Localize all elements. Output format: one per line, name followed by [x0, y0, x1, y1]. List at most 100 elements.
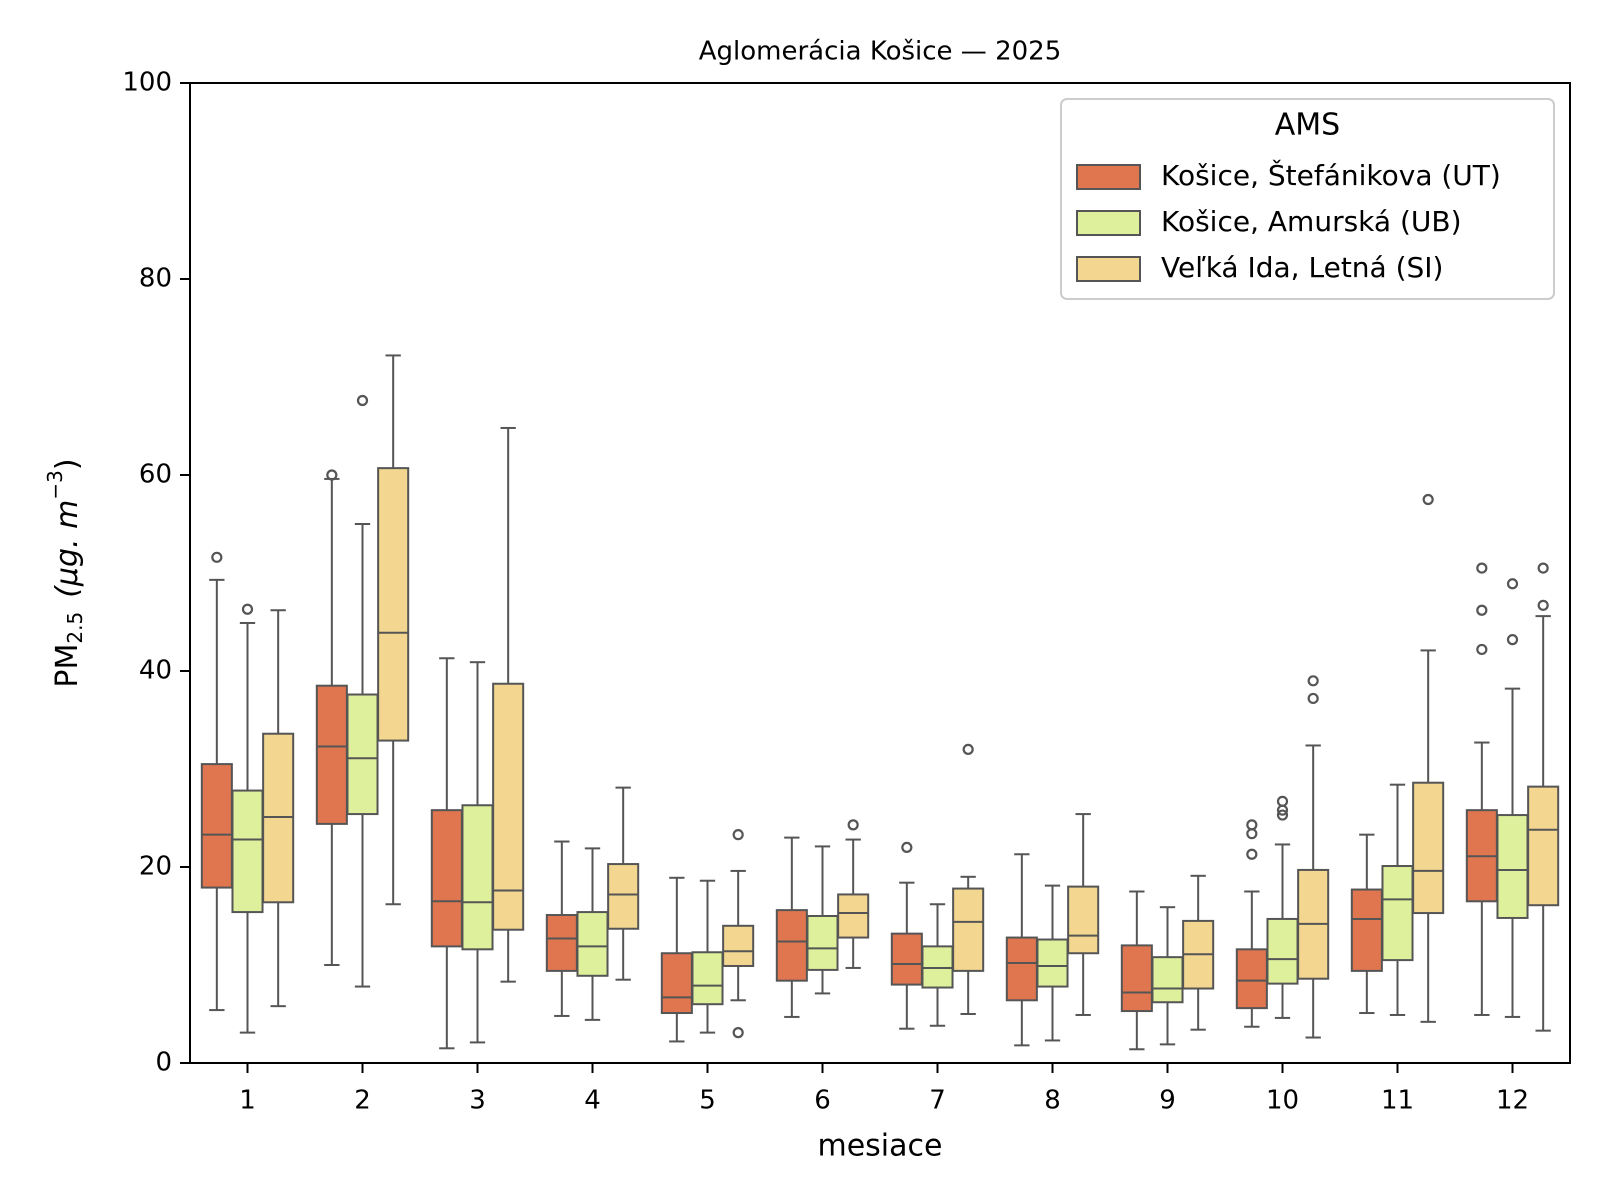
x-tick-label: 11 — [1381, 1086, 1414, 1116]
box-plot — [1120, 890, 1153, 1051]
box-plot — [890, 841, 923, 1030]
box-plot — [1005, 853, 1038, 1047]
box-plot — [1412, 493, 1445, 1023]
outlier-point — [241, 603, 254, 615]
box-plot — [1496, 578, 1529, 1018]
x-tick-label: 6 — [814, 1086, 831, 1116]
y-tick-label: 0 — [155, 1048, 172, 1078]
outlier-point — [962, 743, 974, 756]
x-tick-label: 3 — [469, 1086, 486, 1116]
y-axis-label-subscript: 2.5 — [63, 612, 87, 644]
box-iqr — [231, 789, 264, 914]
box-iqr — [1151, 956, 1184, 1004]
box-plot — [952, 743, 985, 1015]
box-iqr — [1235, 948, 1268, 1010]
box-iqr — [837, 893, 870, 939]
y-axis-label-close: ) — [50, 458, 85, 470]
box-plot — [1381, 783, 1414, 1016]
x-tick-label: 5 — [699, 1086, 716, 1116]
box-iqr — [775, 909, 808, 982]
outlier-point — [326, 469, 338, 481]
outlier-point — [847, 819, 859, 831]
box-plot — [1266, 795, 1299, 1019]
outlier-point — [1246, 828, 1258, 840]
box-iqr — [461, 804, 494, 951]
box-plot — [576, 847, 609, 1021]
x-axis-label: mesiace — [818, 1129, 943, 1164]
box-plot — [1036, 884, 1069, 1042]
outlier-point — [1476, 604, 1488, 616]
box-iqr — [1350, 888, 1383, 972]
outlier-point — [1537, 562, 1549, 574]
box-iqr — [607, 863, 640, 930]
outlier-point — [1307, 675, 1319, 687]
box-plot — [377, 354, 410, 906]
box-iqr — [576, 911, 609, 977]
legend-title: AMS — [1275, 108, 1340, 143]
box-iqr — [1036, 938, 1069, 988]
y-axis-label: PM2.5 (μg. m−3) — [43, 458, 87, 687]
legend-swatch — [1076, 210, 1141, 236]
outlier-point — [356, 394, 369, 407]
outlier-point — [1476, 562, 1488, 574]
outlier-point — [732, 829, 744, 841]
box-iqr — [430, 809, 463, 948]
x-tick-label: 10 — [1266, 1086, 1299, 1116]
box-plot — [921, 903, 954, 1027]
outlier-point — [1276, 795, 1289, 807]
box-plot — [315, 469, 348, 966]
y-tick-label: 100 — [122, 68, 172, 98]
box-iqr — [691, 951, 724, 1006]
y-axis-label-units: (μg. m — [50, 500, 85, 598]
y-tick-label: 20 — [139, 852, 172, 882]
outlier-point — [901, 841, 913, 854]
box-plot — [1297, 675, 1330, 1039]
box-plot — [1182, 874, 1215, 1031]
box-iqr — [346, 693, 379, 816]
x-tick-label: 8 — [1044, 1086, 1061, 1116]
box-iqr — [377, 467, 410, 742]
box-plot — [722, 829, 755, 1039]
box-iqr — [890, 932, 923, 986]
box-plot — [806, 845, 839, 995]
outlier-point — [1276, 809, 1289, 821]
legend-entry-label: Košice, Amurská (UB) — [1161, 205, 1462, 238]
box-plot — [1151, 906, 1184, 1046]
box-iqr — [660, 952, 693, 1015]
outlier-point — [1506, 578, 1519, 590]
y-tick-label: 80 — [139, 264, 172, 294]
box-plot — [461, 661, 494, 1044]
box-plot — [607, 786, 640, 981]
box-plot — [545, 840, 578, 1017]
box-plot — [1350, 833, 1383, 1015]
x-tick-label: 7 — [929, 1086, 946, 1116]
outlier-point — [1506, 634, 1519, 646]
legend-box — [1060, 98, 1555, 300]
box-plot — [775, 836, 808, 1018]
x-tick-label: 12 — [1496, 1086, 1529, 1116]
outlier-point — [1422, 493, 1434, 506]
box-plot — [430, 657, 463, 1050]
box-iqr — [315, 684, 348, 825]
x-tick-label: 4 — [584, 1086, 601, 1116]
y-tick-label: 40 — [139, 656, 172, 686]
box-iqr — [1527, 785, 1560, 907]
plot-area-frame — [189, 82, 1571, 1064]
box-iqr — [1266, 917, 1299, 985]
box-plot — [231, 603, 264, 1034]
box-iqr — [1412, 781, 1445, 915]
box-plot — [1235, 819, 1268, 1028]
box-iqr — [1067, 885, 1100, 955]
x-tick-label: 9 — [1159, 1086, 1176, 1116]
box-plot — [492, 426, 525, 983]
x-tick-label: 2 — [354, 1086, 371, 1116]
box-plot — [1067, 813, 1100, 1016]
y-axis-label-main: PM — [50, 644, 85, 688]
outlier-point — [1246, 819, 1258, 831]
legend-entry-label: Košice, Štefánikova (UT) — [1161, 158, 1501, 192]
box-plot — [660, 876, 693, 1043]
legend-swatch — [1076, 256, 1141, 282]
legend-entry-label: Veľká Ida, Letná (SI) — [1161, 251, 1443, 284]
y-axis-label-superscript: −3 — [43, 470, 67, 499]
